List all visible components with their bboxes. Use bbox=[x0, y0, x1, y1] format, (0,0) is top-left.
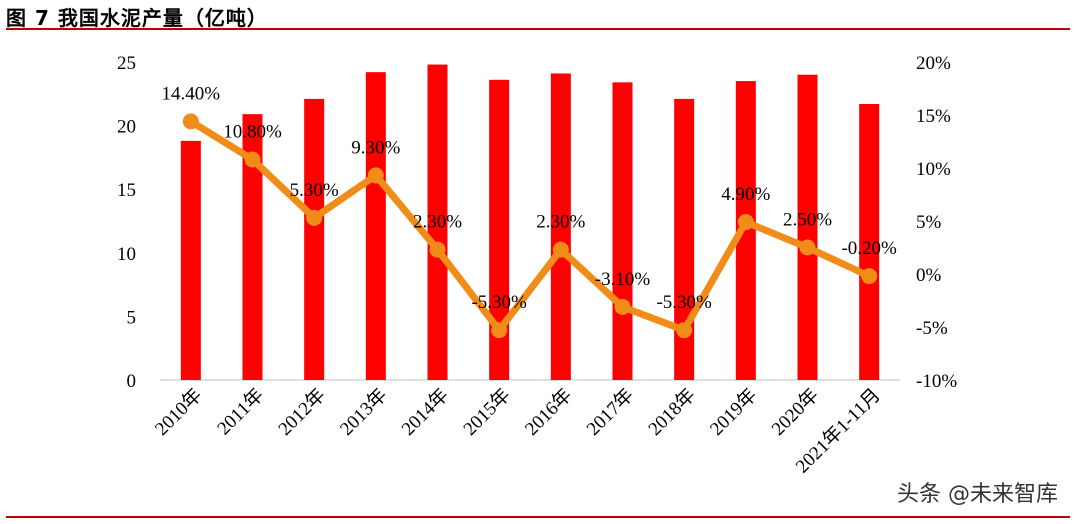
bottom-rule bbox=[6, 516, 1070, 518]
right-tick-label: 20% bbox=[916, 53, 951, 74]
bar bbox=[550, 73, 571, 380]
growth-data-label: 4.90% bbox=[721, 184, 770, 205]
growth-data-label: -5.30% bbox=[656, 292, 712, 313]
left-tick-label: 25 bbox=[117, 53, 136, 74]
right-tick-label: -5% bbox=[916, 318, 948, 339]
x-tick-label: 2016年 bbox=[520, 384, 576, 440]
bar bbox=[304, 98, 325, 380]
right-axis-ticks: -10% -5% 0% 5% 10% 15% 20% bbox=[916, 53, 957, 392]
growth-data-label: -5.30% bbox=[471, 292, 527, 313]
bar-series bbox=[180, 64, 880, 381]
growth-data-label: 2.50% bbox=[783, 210, 832, 231]
top-rule bbox=[6, 28, 1070, 30]
x-tick-label: 2019年 bbox=[705, 384, 761, 440]
x-tick-label: 2014年 bbox=[397, 384, 453, 440]
left-tick-label: 0 bbox=[127, 371, 137, 392]
growth-point bbox=[614, 298, 631, 315]
growth-data-labels: 14.40%10.80% 5.30% 9.30% 2.30% -5.30% 2.30% -3… bbox=[162, 83, 897, 313]
x-axis-ticks: 2010年 2011年 2012年 2013年 2014年 2015年 2016年 2017年… bbox=[150, 384, 884, 477]
right-tick-label: -10% bbox=[916, 371, 957, 392]
watermark-text: 头条 @未来智库 bbox=[897, 482, 1058, 507]
growth-data-label: 2.30% bbox=[536, 212, 585, 233]
growth-point bbox=[367, 167, 384, 184]
left-tick-label: 20 bbox=[117, 117, 136, 138]
x-tick-label: 2013年 bbox=[335, 384, 391, 440]
growth-point bbox=[244, 151, 261, 168]
growth-point bbox=[737, 214, 754, 231]
growth-point bbox=[676, 322, 693, 339]
x-tick-label: 2020年 bbox=[767, 384, 823, 440]
growth-points bbox=[182, 113, 878, 339]
right-tick-label: 0% bbox=[916, 265, 942, 286]
growth-rate-line bbox=[188, 118, 871, 334]
left-tick-label: 10 bbox=[117, 244, 136, 265]
bar bbox=[365, 72, 386, 381]
x-tick-label: 2015年 bbox=[459, 384, 515, 440]
left-axis-ticks: 0 5 10 15 20 25 bbox=[117, 53, 136, 392]
x-tick-label: 2011年 bbox=[213, 384, 268, 439]
x-tick-label: 2018年 bbox=[644, 384, 700, 440]
x-tick-label: 2010年 bbox=[150, 384, 206, 440]
bar bbox=[180, 140, 201, 380]
bar bbox=[797, 74, 818, 380]
growth-data-label: 9.30% bbox=[351, 137, 400, 158]
growth-data-label: -3.10% bbox=[595, 269, 651, 290]
bar bbox=[489, 79, 510, 381]
bar bbox=[735, 81, 756, 380]
right-tick-label: 5% bbox=[916, 212, 942, 233]
x-tick-label: 2017年 bbox=[582, 384, 638, 440]
growth-point bbox=[799, 239, 816, 256]
bar bbox=[242, 114, 263, 380]
growth-point bbox=[861, 268, 878, 285]
bar bbox=[612, 82, 633, 381]
bar bbox=[427, 64, 448, 380]
growth-data-label: 2.30% bbox=[413, 212, 462, 233]
growth-data-label: 5.30% bbox=[290, 180, 339, 201]
growth-point bbox=[552, 241, 569, 258]
figure-title: 图 7 我国水泥产量（亿吨） bbox=[6, 6, 268, 30]
growth-data-label: 14.40% bbox=[162, 83, 221, 104]
right-tick-label: 10% bbox=[916, 159, 951, 180]
growth-point bbox=[429, 241, 446, 258]
left-tick-label: 5 bbox=[127, 307, 137, 328]
left-tick-label: 15 bbox=[117, 180, 136, 201]
growth-point bbox=[306, 209, 323, 226]
growth-point bbox=[491, 322, 508, 339]
right-tick-label: 15% bbox=[916, 106, 951, 127]
growth-data-label: 10.80% bbox=[223, 122, 282, 143]
bar bbox=[674, 98, 695, 380]
x-tick-label: 2012年 bbox=[274, 384, 330, 440]
growth-data-label: -0.20% bbox=[841, 238, 897, 259]
growth-point bbox=[182, 113, 199, 130]
bar bbox=[859, 103, 880, 380]
